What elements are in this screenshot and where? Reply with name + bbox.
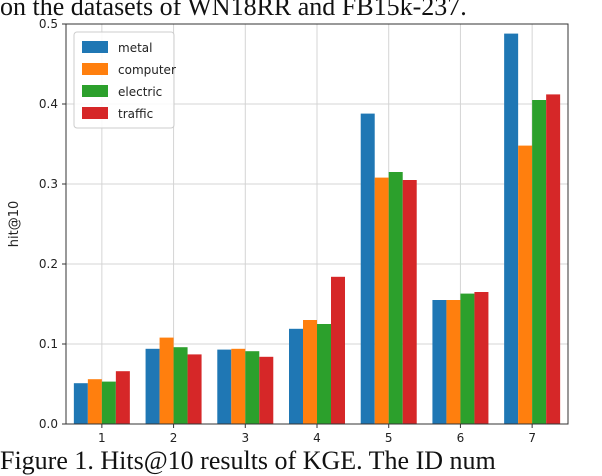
bar-traffic-1 [115,371,130,424]
bar-computer-3 [231,348,246,424]
x-tick-label: 5 [385,431,393,445]
bar-computer-2 [159,337,174,424]
legend-label-electric: electric [118,85,162,99]
bar-metal-2 [145,348,160,424]
bar-metal-5 [360,113,375,424]
legend-swatch-metal [82,41,108,53]
bar-metal-1 [73,383,88,424]
legend-label-computer: computer [118,63,176,77]
x-tick-label: 2 [170,431,178,445]
legend-swatch-traffic [82,107,108,119]
bar-computer-6 [446,300,461,424]
bar-electric-6 [460,293,475,424]
x-tick-label: 7 [528,431,536,445]
bar-traffic-3 [259,356,274,424]
x-tick-label: 6 [457,431,465,445]
legend-label-metal: metal [118,41,152,55]
y-tick-label: 0.3 [39,177,58,191]
ticks: 0.0 0.1 0.2 0.3 0.4 0.5 1 2 3 4 5 6 7 [39,17,536,445]
x-tick-label: 3 [241,431,249,445]
bar-computer-4 [303,320,317,424]
y-tick-label: 0.4 [39,97,58,111]
legend-box [73,31,175,129]
bar-traffic-2 [187,354,202,424]
legend-swatch-computer [82,63,108,75]
legend-label-traffic: traffic [118,107,153,121]
bar-metal-3 [217,349,232,424]
y-tick-label: 0.5 [39,17,58,31]
legend: metal computer electric traffic [73,31,176,129]
bar-electric-7 [532,100,547,424]
x-tick-label: 4 [313,431,321,445]
bar-traffic-5 [402,180,417,424]
legend-swatch-electric [82,85,108,97]
bar-computer-1 [87,379,102,424]
bar-traffic-4 [331,276,345,424]
bar-electric-4 [317,324,331,424]
top-caption: on the datasets of WN18RR and FB15k-237. [0,0,467,21]
bottom-caption: Figure 1. Hits@10 results of KGE. The ID… [0,446,496,475]
bar-electric-5 [388,172,403,424]
y-tick-label: 0.1 [39,337,58,351]
bar-electric-2 [173,347,188,424]
bar-metal-4 [289,328,303,424]
bar-chart: 0.0 0.1 0.2 0.3 0.4 0.5 1 2 3 4 5 6 7 hit@10 metal co… [7,17,569,445]
bar-computer-7 [518,145,533,424]
y-tick-label: 0.0 [39,417,58,431]
bar-traffic-7 [546,94,561,425]
bars [73,33,561,425]
y-axis-label: hit@10 [7,201,22,248]
bar-computer-5 [374,177,389,424]
bar-metal-6 [432,300,447,424]
bar-electric-1 [101,381,116,424]
bar-traffic-6 [474,292,489,424]
x-tick-label: 1 [98,431,106,445]
y-tick-label: 0.2 [39,257,58,271]
bar-electric-3 [245,351,260,424]
bar-metal-7 [504,33,519,424]
